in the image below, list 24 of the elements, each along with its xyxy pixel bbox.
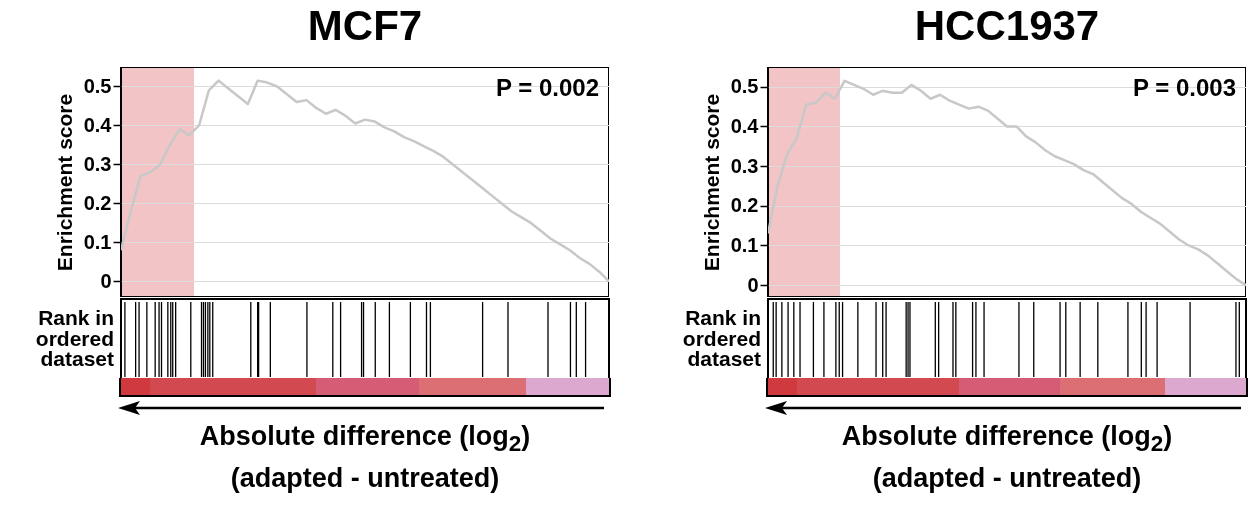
y-tick-label: 0.4 bbox=[730, 114, 760, 137]
annotation: P = 0.003 bbox=[1133, 74, 1236, 101]
y-tick-label: 0.2 bbox=[83, 191, 112, 214]
x-axis-title: Absolute difference (log$_{2}$) (adapted - untreated) bbox=[840, 420, 1174, 495]
x-axis-title: Absolute difference (log$_{2}$) (adapted - untreated) bbox=[198, 420, 532, 495]
y-axis-title: Enrichment score bbox=[699, 93, 723, 272]
text: Rank in ordered dataset bbox=[681, 306, 761, 371]
y-tick-label: 0.5 bbox=[83, 74, 112, 97]
y-tick-label: 0.4 bbox=[83, 113, 113, 136]
y-tick-label: 0 bbox=[747, 273, 759, 296]
y-tick-label: 0.2 bbox=[730, 194, 759, 217]
y-tick-label: 0.3 bbox=[83, 152, 112, 175]
y-tick-label: 0.1 bbox=[83, 230, 112, 253]
line-series bbox=[121, 79, 609, 283]
annotation: P = 0.002 bbox=[496, 74, 599, 101]
y-tick-label: 0.5 bbox=[730, 75, 759, 98]
line-series bbox=[768, 79, 1246, 287]
chart-title: MCF7 bbox=[306, 2, 424, 50]
text: Rank in ordered dataset bbox=[34, 306, 114, 371]
y-tick-label: 0.1 bbox=[730, 233, 759, 256]
y-axis-title: Enrichment score bbox=[52, 93, 76, 272]
y-tick-label: 0 bbox=[100, 269, 112, 292]
y-tick-label: 0.3 bbox=[730, 154, 759, 177]
chart-title: HCC1937 bbox=[913, 2, 1101, 50]
